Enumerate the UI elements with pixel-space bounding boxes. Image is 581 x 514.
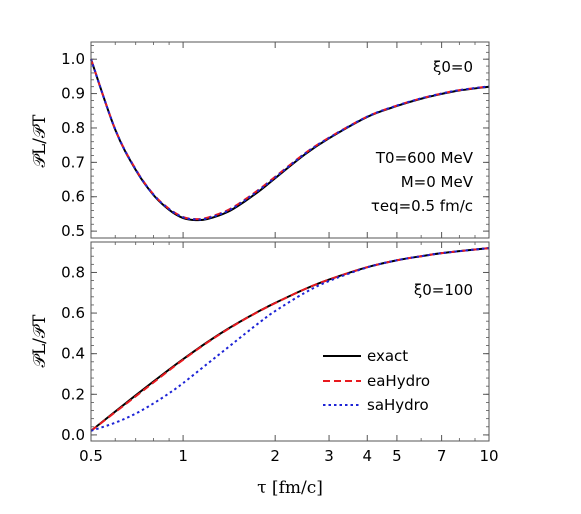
legend-sahydro-label: saHydro (367, 396, 429, 414)
top-series-sahydro (90, 58, 490, 221)
bottom-y-tick-label: 0.0 (61, 426, 85, 444)
legend: exact eaHydro saHydro (323, 347, 430, 414)
legend-exact-label: exact (367, 347, 408, 365)
x-tick-label: 5 (392, 447, 402, 465)
top-y-tick-label: 0.6 (61, 188, 85, 206)
x-tick-label: 4 (362, 447, 372, 465)
top-y-tick-label: 0.8 (61, 119, 85, 137)
x-tick-label: 10 (479, 447, 498, 465)
x-tick-label: 2 (270, 447, 280, 465)
bottom-plot-frame (90, 241, 490, 442)
top-y-tick-label: 0.5 (61, 222, 85, 240)
bottom-y-tick-label: 0.4 (61, 345, 85, 363)
top-y-tick-label: 0.7 (61, 153, 85, 171)
top-y-tick-label: 0.9 (61, 85, 85, 103)
top-xi-annotation: ξ0=0 (433, 58, 473, 76)
x-tick-label: 7 (437, 447, 447, 465)
bottom-xi-annotation: ξ0=100 (414, 281, 473, 299)
x-tick-label: 0.5 (79, 447, 103, 465)
bottom-series-sahydro (90, 247, 490, 432)
bottom-series-eahydro (90, 247, 490, 432)
x-tick-label: 3 (324, 447, 334, 465)
bottom-ticks: 0.0 0.2 0.4 0.6 0.8 0.5 1 2 3 4 5 7 10 (61, 242, 499, 465)
bottom-y-tick-label: 0.2 (61, 385, 85, 403)
top-y-tick-label: 1.0 (61, 50, 85, 68)
bottom-panel: 0.00.20.40.60.80.5 1 2 3 4 5 7 10 ξ0=100 𝒫L/𝒫T … (30, 241, 499, 498)
x-axis-label: τ [fm/c] (257, 478, 323, 498)
top-plot-frame (90, 41, 490, 239)
bottom-y-tick-label: 0.6 (61, 304, 85, 322)
bottom-y-axis-label: 𝒫L/𝒫T (30, 314, 50, 368)
top-panel: 0.5 0.6 0.7 0.8 0.9 1.0 ξ0=0 T0=600 MeV M=0 M… (30, 41, 490, 240)
top-series-lines (90, 58, 490, 222)
x-tick-label: 1 (178, 447, 188, 465)
bottom-series-lines (90, 247, 490, 432)
top-T0-annotation: T0=600 MeV (375, 149, 474, 167)
bottom-y-tick-label: 0.8 (61, 263, 85, 281)
top-y-axis-label: 𝒫L/𝒫T (30, 114, 50, 168)
top-tau-eq-annotation: τeq=0.5 fm/c (371, 197, 473, 215)
legend-eahydro-label: eaHydro (367, 372, 430, 390)
top-M-annotation: M=0 MeV (401, 173, 474, 191)
